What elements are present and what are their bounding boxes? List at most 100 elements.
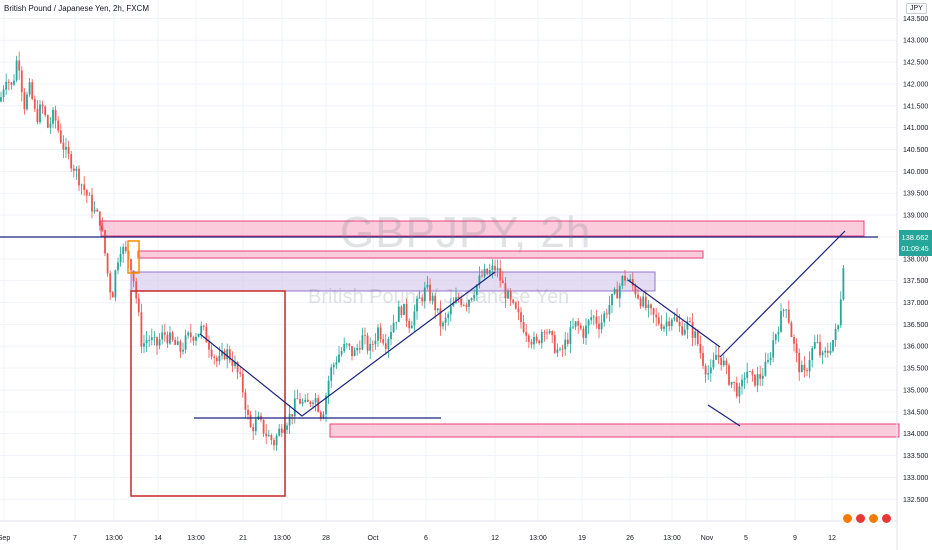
- candle-body: [598, 323, 600, 330]
- candle-body: [548, 331, 551, 334]
- candle-body: [332, 364, 335, 368]
- candle-body: [343, 344, 346, 352]
- resistance-zone-upper[interactable]: [100, 220, 865, 237]
- candle-body: [223, 350, 226, 360]
- highlight-box[interactable]: [127, 240, 140, 274]
- flag-event-icon[interactable]: [881, 513, 892, 524]
- candle-body: [70, 154, 73, 169]
- candle-body: [756, 374, 759, 386]
- candle-body: [111, 292, 114, 298]
- candle-body: [569, 327, 572, 344]
- candle-body: [7, 81, 10, 83]
- candle-body: [98, 211, 101, 226]
- candle-body: [457, 297, 460, 299]
- candle-body: [764, 361, 767, 376]
- candle-body: [52, 109, 54, 124]
- candle-body: [278, 428, 281, 436]
- candle-body: [338, 354, 340, 363]
- candle-body: [114, 270, 117, 298]
- trendline-lower[interactable]: [707, 404, 741, 427]
- candle-body: [416, 298, 418, 312]
- candle-body: [340, 351, 343, 355]
- trendline-descending[interactable]: [627, 279, 721, 348]
- triangle-pattern[interactable]: [199, 271, 496, 417]
- zone-layer: [100, 220, 900, 438]
- candle-body: [317, 398, 320, 412]
- candle-body: [335, 362, 338, 365]
- price-tick-label: 142.500: [903, 60, 928, 67]
- candle-body: [512, 299, 515, 303]
- currency-badge[interactable]: JPY: [906, 3, 927, 14]
- candle-body: [639, 298, 642, 307]
- candle-body: [41, 104, 44, 107]
- candle-body: [842, 268, 845, 300]
- candle-body: [135, 281, 138, 299]
- candle-body: [748, 371, 751, 373]
- candle-body: [270, 435, 273, 441]
- candle-body: [821, 352, 824, 356]
- candle-body: [145, 340, 148, 344]
- candle-body: [504, 283, 507, 299]
- economic-event-icon[interactable]: [868, 513, 879, 524]
- candle-body: [400, 306, 403, 316]
- candle-body: [434, 295, 437, 311]
- candle-body: [634, 285, 637, 295]
- countdown-label: 01:09:45: [901, 246, 928, 253]
- candle-body: [670, 319, 673, 327]
- candle-body: [436, 308, 439, 311]
- candle-body: [769, 357, 772, 361]
- candle-body: [767, 360, 769, 362]
- candle-body: [699, 344, 702, 354]
- candle-body: [291, 414, 294, 417]
- price-tick-label: 133.000: [903, 475, 928, 482]
- candle-body: [174, 339, 177, 345]
- price-axis[interactable]: 143.500 143.000 142.500 142.000 141.500 141.0…: [903, 16, 928, 504]
- candle-body: [23, 92, 26, 110]
- candle-body: [288, 414, 291, 426]
- candle-body: [837, 325, 840, 330]
- candle-body: [660, 323, 663, 329]
- candle-body: [527, 335, 530, 342]
- candle-body: [631, 279, 634, 286]
- price-tick-label: 134.500: [903, 409, 928, 416]
- candle-body: [36, 108, 39, 123]
- time-axis[interactable]: Sep 7 13:00 14 13:00 21 13:00 28 Oct 6 12 13:00 19 26…: [0, 535, 836, 542]
- candle-body: [265, 433, 268, 437]
- flag-event-icon[interactable]: [855, 513, 866, 524]
- candle-body: [624, 275, 626, 281]
- candle-body: [161, 332, 164, 340]
- candle-body: [247, 409, 249, 415]
- candle-body: [741, 379, 743, 387]
- consolidation-box[interactable]: [130, 290, 286, 497]
- supply-zone-purple[interactable]: [130, 271, 656, 292]
- candle-body: [772, 340, 775, 358]
- time-tick-label: Sep: [0, 535, 10, 542]
- price-tick-label: 141.500: [903, 103, 928, 110]
- candle-body: [39, 104, 41, 123]
- candle-body: [803, 364, 806, 371]
- candle-body: [613, 289, 616, 294]
- time-tick-label: 7: [73, 535, 77, 542]
- candle-body: [236, 362, 239, 373]
- candle-body: [13, 80, 15, 85]
- price-tick-label: 132.500: [903, 497, 928, 504]
- support-zone-lower[interactable]: [329, 423, 900, 438]
- candle-body: [169, 332, 171, 344]
- candle-body: [156, 337, 158, 346]
- candle-body: [546, 332, 548, 334]
- candle-body: [501, 280, 504, 284]
- economic-event-icon[interactable]: [842, 513, 853, 524]
- candle-body: [483, 268, 486, 277]
- candle-body: [231, 360, 234, 367]
- candle-body: [702, 353, 704, 366]
- candle-body: [309, 401, 312, 405]
- candle-body: [793, 337, 795, 344]
- candle-body: [215, 357, 218, 362]
- resistance-zone-thin[interactable]: [137, 250, 704, 259]
- candle-body: [426, 284, 429, 288]
- candle-body: [299, 398, 301, 404]
- trendline-breakout[interactable]: [719, 230, 846, 358]
- candle-body: [774, 334, 777, 341]
- candle-body: [808, 359, 811, 372]
